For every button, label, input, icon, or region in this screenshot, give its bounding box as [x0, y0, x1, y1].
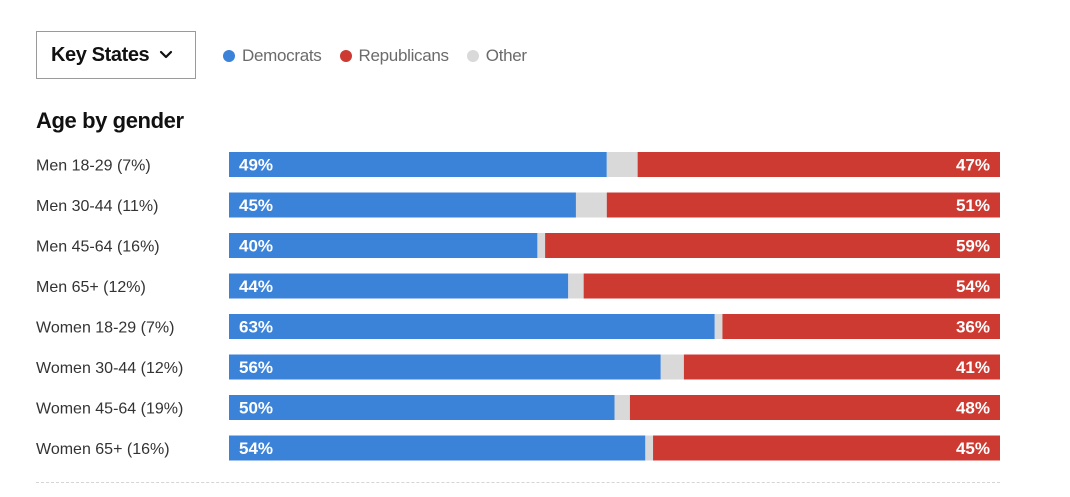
data-label-democrats: 44%: [239, 277, 273, 296]
category-label: Women 65+ (16%): [36, 441, 170, 458]
legend-label-other: Other: [485, 46, 527, 65]
bar-democrats: [229, 354, 661, 380]
bar-other: [606, 152, 638, 177]
data-label-democrats: 50%: [239, 399, 273, 418]
data-label-democrats: 56%: [239, 358, 273, 377]
category-label: Women 18-29 (7%): [36, 320, 174, 337]
legend-label-republicans: Republicans: [358, 46, 450, 65]
data-label-republicans: 51%: [956, 196, 990, 215]
bar-republicans: [637, 152, 1000, 177]
data-label-republicans: 36%: [956, 318, 990, 337]
key-states-dropdown[interactable]: Key States: [36, 31, 196, 79]
data-label-democrats: 63%: [239, 318, 273, 337]
data-label-republicans: 41%: [956, 358, 990, 377]
bar-republicans: [606, 192, 1000, 218]
bottom-divider: [36, 482, 1000, 483]
category-label: Men 65+ (12%): [36, 279, 146, 296]
data-label-democrats: 40%: [239, 237, 273, 256]
bar-other: [568, 273, 584, 299]
bar-democrats: [229, 314, 715, 339]
bar-republicans: [545, 233, 1000, 258]
bar-other: [614, 395, 630, 420]
bar-other: [645, 435, 654, 461]
category-label: Men 45-64 (16%): [36, 239, 160, 256]
data-label-democrats: 49%: [239, 156, 273, 175]
legend-item-democrats: Democrats: [223, 46, 322, 66]
chart-title: Age by gender: [36, 108, 184, 133]
legend-swatch-republicans: [339, 50, 352, 62]
legend-swatch-other: [466, 50, 479, 62]
bar-other: [575, 192, 607, 218]
data-label-republicans: 59%: [956, 237, 990, 256]
data-label-democrats: 54%: [239, 439, 273, 458]
bar-republicans: [583, 273, 1000, 299]
bar-republicans: [722, 314, 1000, 339]
legend-item-republicans: Republicans: [339, 46, 450, 66]
category-label: Women 30-44 (12%): [36, 360, 183, 377]
bar-democrats: [229, 273, 569, 299]
category-label: Men 18-29 (7%): [36, 158, 151, 175]
data-label-democrats: 45%: [239, 196, 273, 215]
bar-democrats: [229, 395, 615, 420]
chart-legend: Democrats Republicans Other: [223, 45, 527, 67]
category-label: Women 45-64 (19%): [36, 401, 183, 418]
data-label-republicans: 54%: [956, 277, 990, 296]
bar-other: [660, 354, 684, 380]
bar-democrats: [229, 233, 538, 258]
bar-democrats: [229, 152, 607, 177]
bar-other: [537, 233, 546, 258]
bar-democrats: [229, 435, 646, 461]
data-label-republicans: 45%: [956, 439, 990, 458]
category-label: Men 30-44 (11%): [36, 198, 158, 215]
data-label-republicans: 47%: [956, 156, 990, 175]
bar-democrats: [229, 192, 576, 218]
bar-other: [714, 314, 723, 339]
dropdown-selected-label: Key States: [51, 43, 150, 66]
data-label-republicans: 48%: [956, 399, 990, 418]
bar-republicans: [629, 395, 1000, 420]
bar-republicans: [653, 435, 1000, 461]
legend-item-other: Other: [466, 46, 527, 66]
legend-swatch-democrats: [223, 50, 235, 62]
chevron-down-icon: [159, 50, 173, 59]
legend-label-democrats: Democrats: [242, 46, 322, 65]
bar-republicans: [683, 354, 1000, 380]
